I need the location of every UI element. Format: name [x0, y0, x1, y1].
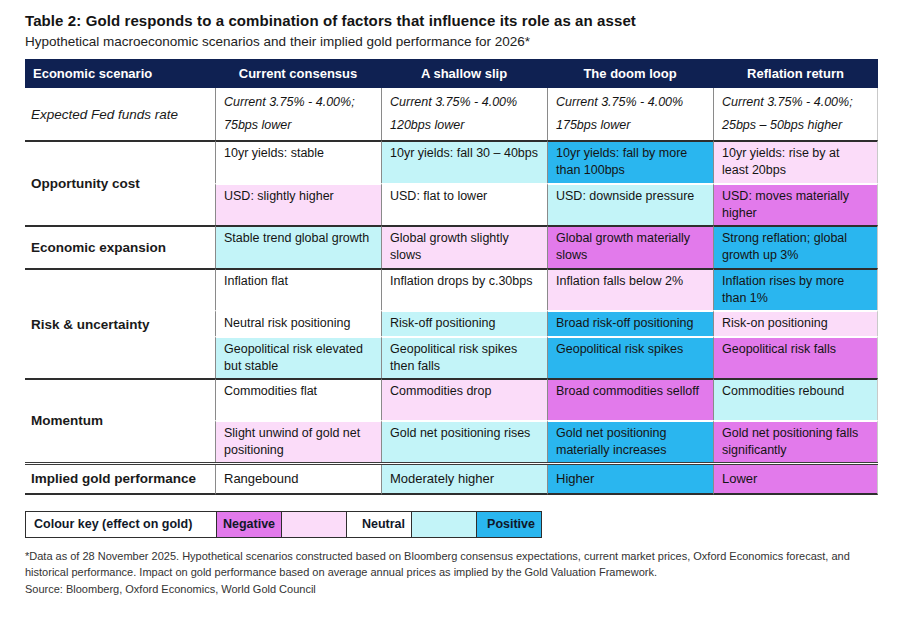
table-cell: Gold net positioning rises [381, 420, 547, 462]
table-cell: Stable trend global growth [215, 225, 381, 268]
table-cell: Risk-off positioning [381, 310, 547, 336]
column-header-a-shallow-slip: A shallow slip [381, 59, 547, 88]
table-cell: Rangebound [215, 465, 381, 495]
header-row: Economic scenario Current consensus A sh… [25, 59, 878, 88]
table-cell: USD: moves materially higher [713, 183, 878, 225]
table-cell: Geopolitical risk spikes then falls [381, 336, 547, 378]
report-page: Table 2: Gold responds to a combination … [0, 0, 903, 598]
column-header-economic-scenario: Economic scenario [25, 59, 215, 88]
table-row: Opportunity cost 10yr yields: stable 10y… [25, 140, 878, 183]
table-cell: Slight unwind of gold net positioning [215, 420, 381, 462]
key-swatch-positive: Positive [476, 511, 542, 538]
table-row: Implied gold performance Rangebound Mode… [25, 465, 878, 495]
table-cell: 10yr yields: fall 30 – 40bps [381, 140, 547, 183]
table-cell: Commodities flat [215, 378, 381, 420]
table-cell: Moderately higher [381, 465, 547, 495]
table-cell: Current 3.75% - 4.00%; 25bps – 50bps hig… [713, 88, 878, 140]
row-label-implied-gold-performance: Implied gold performance [25, 465, 215, 495]
table-cell: Broad risk-off positioning [547, 310, 713, 336]
table-cell: Commodities rebound [713, 378, 878, 420]
table-cell: USD: slightly higher [215, 183, 381, 225]
table-cell: Gold net positioning materially increase… [547, 420, 713, 462]
colour-key: Colour key (effect on gold) Negative Neu… [25, 511, 878, 538]
table-row: Expected Fed funds rate Current 3.75% - … [25, 88, 878, 140]
table-cell: Inflation flat [215, 268, 381, 310]
table-cell: Lower [713, 465, 878, 495]
column-header-current-consensus: Current consensus [215, 59, 381, 88]
table-row: Economic expansion Stable trend global g… [25, 225, 878, 268]
table-cell: Global growth slightly slows [381, 225, 547, 268]
table-title: Table 2: Gold responds to a combination … [25, 12, 878, 29]
table-cell: 10yr yields: fall by more than 100bps [547, 140, 713, 183]
table-cell: Global growth materially slows [547, 225, 713, 268]
key-swatch-mild-negative [281, 511, 347, 538]
scenario-table: Economic scenario Current consensus A sh… [25, 59, 878, 495]
table-cell: Geopolitical risk falls [713, 336, 878, 378]
table-cell: Current 3.75% - 4.00%; 75bps lower [215, 88, 381, 140]
colour-key-label: Colour key (effect on gold) [25, 511, 217, 538]
table-subtitle: Hypothetical macroeconomic scenarios and… [25, 34, 878, 49]
table-row: Momentum Commodities flat Commodities dr… [25, 378, 878, 420]
key-swatch-neutral: Neutral [346, 511, 412, 538]
row-label-expected-fed-funds-rate: Expected Fed funds rate [25, 88, 215, 140]
table-cell: Current 3.75% - 4.00% 120bps lower [381, 88, 547, 140]
table-cell: Broad commodities selloff [547, 378, 713, 420]
table-cell: Higher [547, 465, 713, 495]
table-cell: Neutral risk positioning [215, 310, 381, 336]
table-cell: USD: downside pressure [547, 183, 713, 225]
table-cell: Risk-on positioning [713, 310, 878, 336]
table-cell: Current 3.75% - 4.00% 175bps lower [547, 88, 713, 140]
table-cell: Geopolitical risk elevated but stable [215, 336, 381, 378]
row-label-risk-and-uncertainty: Risk & uncertainty [25, 268, 215, 378]
table-cell: USD: flat to lower [381, 183, 547, 225]
footnotes: *Data as of 28 November 2025. Hypothetic… [25, 549, 883, 598]
table-cell: Inflation falls below 2% [547, 268, 713, 310]
table-cell: 10yr yields: rise by at least 20bps [713, 140, 878, 183]
source-note: Source: Bloomberg, Oxford Economics, Wor… [25, 582, 883, 598]
data-note: *Data as of 28 November 2025. Hypothetic… [25, 549, 883, 581]
table-cell: Inflation rises by more than 1% [713, 268, 878, 310]
table-cell: 10yr yields: stable [215, 140, 381, 183]
column-header-the-doom-loop: The doom loop [547, 59, 713, 88]
row-label-momentum: Momentum [25, 378, 215, 462]
row-label-economic-expansion: Economic expansion [25, 225, 215, 268]
key-swatch-negative: Negative [216, 511, 282, 538]
table-cell: Gold net positioning falls significantly [713, 420, 878, 462]
table-cell: Commodities drop [381, 378, 547, 420]
table-row: Risk & uncertainty Inflation flat Inflat… [25, 268, 878, 310]
table-cell: Inflation drops by c.30bps [381, 268, 547, 310]
table-cell: Geopolitical risk spikes [547, 336, 713, 378]
table-cell: Strong reflation; global growth up 3% [713, 225, 878, 268]
key-swatch-mild-positive [411, 511, 477, 538]
column-header-reflation-return: Reflation return [713, 59, 878, 88]
row-label-opportunity-cost: Opportunity cost [25, 140, 215, 225]
